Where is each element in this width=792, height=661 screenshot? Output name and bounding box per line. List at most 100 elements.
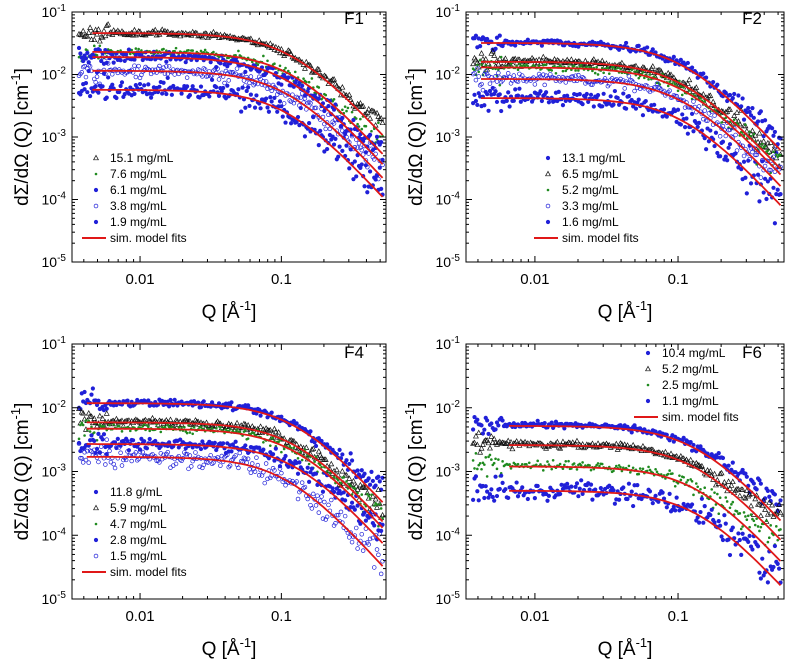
data-point <box>253 429 260 435</box>
data-point <box>689 502 695 507</box>
data-point <box>254 41 261 48</box>
data-point <box>691 129 696 134</box>
data-point <box>81 58 86 64</box>
data-point <box>342 476 346 479</box>
data-point <box>539 98 544 104</box>
data-point <box>731 112 738 118</box>
data-point <box>576 494 581 499</box>
data-point <box>126 47 132 52</box>
data-point <box>118 58 123 63</box>
data-point <box>538 89 543 94</box>
y-tick-label: 10-2 <box>436 399 461 416</box>
data-point <box>764 196 769 202</box>
data-point <box>173 461 179 467</box>
data-point <box>509 62 513 66</box>
data-point <box>489 487 494 492</box>
data-point <box>92 438 97 444</box>
data-point <box>571 441 578 448</box>
data-point <box>588 92 594 97</box>
legend: 11.8 g/mL 5.9 mg/mL 4.7 mg/mL 2.8 mg/mL 1.5 … <box>82 485 187 579</box>
y-tick-label: 10-4 <box>436 526 461 543</box>
data-point <box>280 479 286 484</box>
data-point <box>766 149 770 152</box>
data-point <box>197 95 202 100</box>
data-point <box>547 58 554 64</box>
data-point <box>487 88 493 94</box>
data-point <box>309 466 314 471</box>
data-point <box>111 60 116 65</box>
data-point <box>266 59 269 63</box>
data-point <box>189 464 194 469</box>
data-point <box>96 431 101 436</box>
data-point <box>325 146 330 152</box>
fit-line <box>86 421 384 523</box>
data-point <box>283 453 288 459</box>
data-point <box>503 487 508 492</box>
data-point <box>297 80 302 86</box>
data-point <box>315 66 322 72</box>
data-point <box>743 127 750 134</box>
data-point <box>616 497 622 502</box>
data-point <box>233 453 238 458</box>
data-point <box>489 439 496 445</box>
data-point <box>600 66 604 70</box>
data-point <box>759 525 763 529</box>
data-point <box>203 48 207 52</box>
data-point <box>683 86 690 92</box>
data-point <box>473 33 479 38</box>
data-point <box>166 423 170 427</box>
data-point <box>558 491 563 497</box>
data-point <box>302 484 308 490</box>
data-point <box>608 94 613 99</box>
data-point <box>291 418 296 424</box>
data-point <box>671 439 676 444</box>
data-point <box>485 475 489 478</box>
data-point <box>779 528 782 531</box>
data-point <box>712 143 717 149</box>
data-point <box>682 125 688 130</box>
data-point <box>736 93 741 98</box>
data-point <box>264 426 271 433</box>
data-point <box>544 90 549 95</box>
data-point <box>90 425 93 429</box>
data-point <box>709 507 714 512</box>
data-point <box>79 456 85 461</box>
y-axis-label: dΣ/dΩ (Q) [cm-1] <box>402 68 427 206</box>
data-point <box>595 463 598 467</box>
data-point <box>104 95 109 100</box>
data-point <box>588 482 594 487</box>
data-point <box>379 119 386 126</box>
data-point <box>673 508 678 513</box>
data-point <box>270 452 276 457</box>
data-point <box>191 432 194 436</box>
data-point <box>717 512 721 516</box>
data-point <box>257 445 262 450</box>
data-point <box>650 501 655 506</box>
data-point <box>286 464 291 469</box>
data-point <box>94 172 98 176</box>
data-point <box>772 150 775 154</box>
data-point <box>621 78 626 83</box>
data-point <box>165 449 170 455</box>
data-point <box>148 429 152 433</box>
data-point <box>542 82 547 88</box>
y-tick-label: 10-1 <box>42 335 67 352</box>
data-point <box>494 79 500 84</box>
data-point <box>723 521 728 526</box>
data-point <box>252 431 255 435</box>
data-point <box>479 441 486 447</box>
data-point <box>697 463 704 470</box>
data-point <box>633 106 639 111</box>
data-point <box>550 467 554 471</box>
data-point <box>82 64 87 69</box>
data-point <box>82 389 87 395</box>
data-point <box>172 72 177 77</box>
data-point <box>353 487 357 490</box>
data-point <box>765 580 770 585</box>
data-point <box>489 421 494 426</box>
data-point <box>653 493 658 498</box>
data-point <box>272 95 277 101</box>
data-point <box>731 500 735 504</box>
fit-line <box>481 97 782 206</box>
data-point <box>725 158 730 163</box>
